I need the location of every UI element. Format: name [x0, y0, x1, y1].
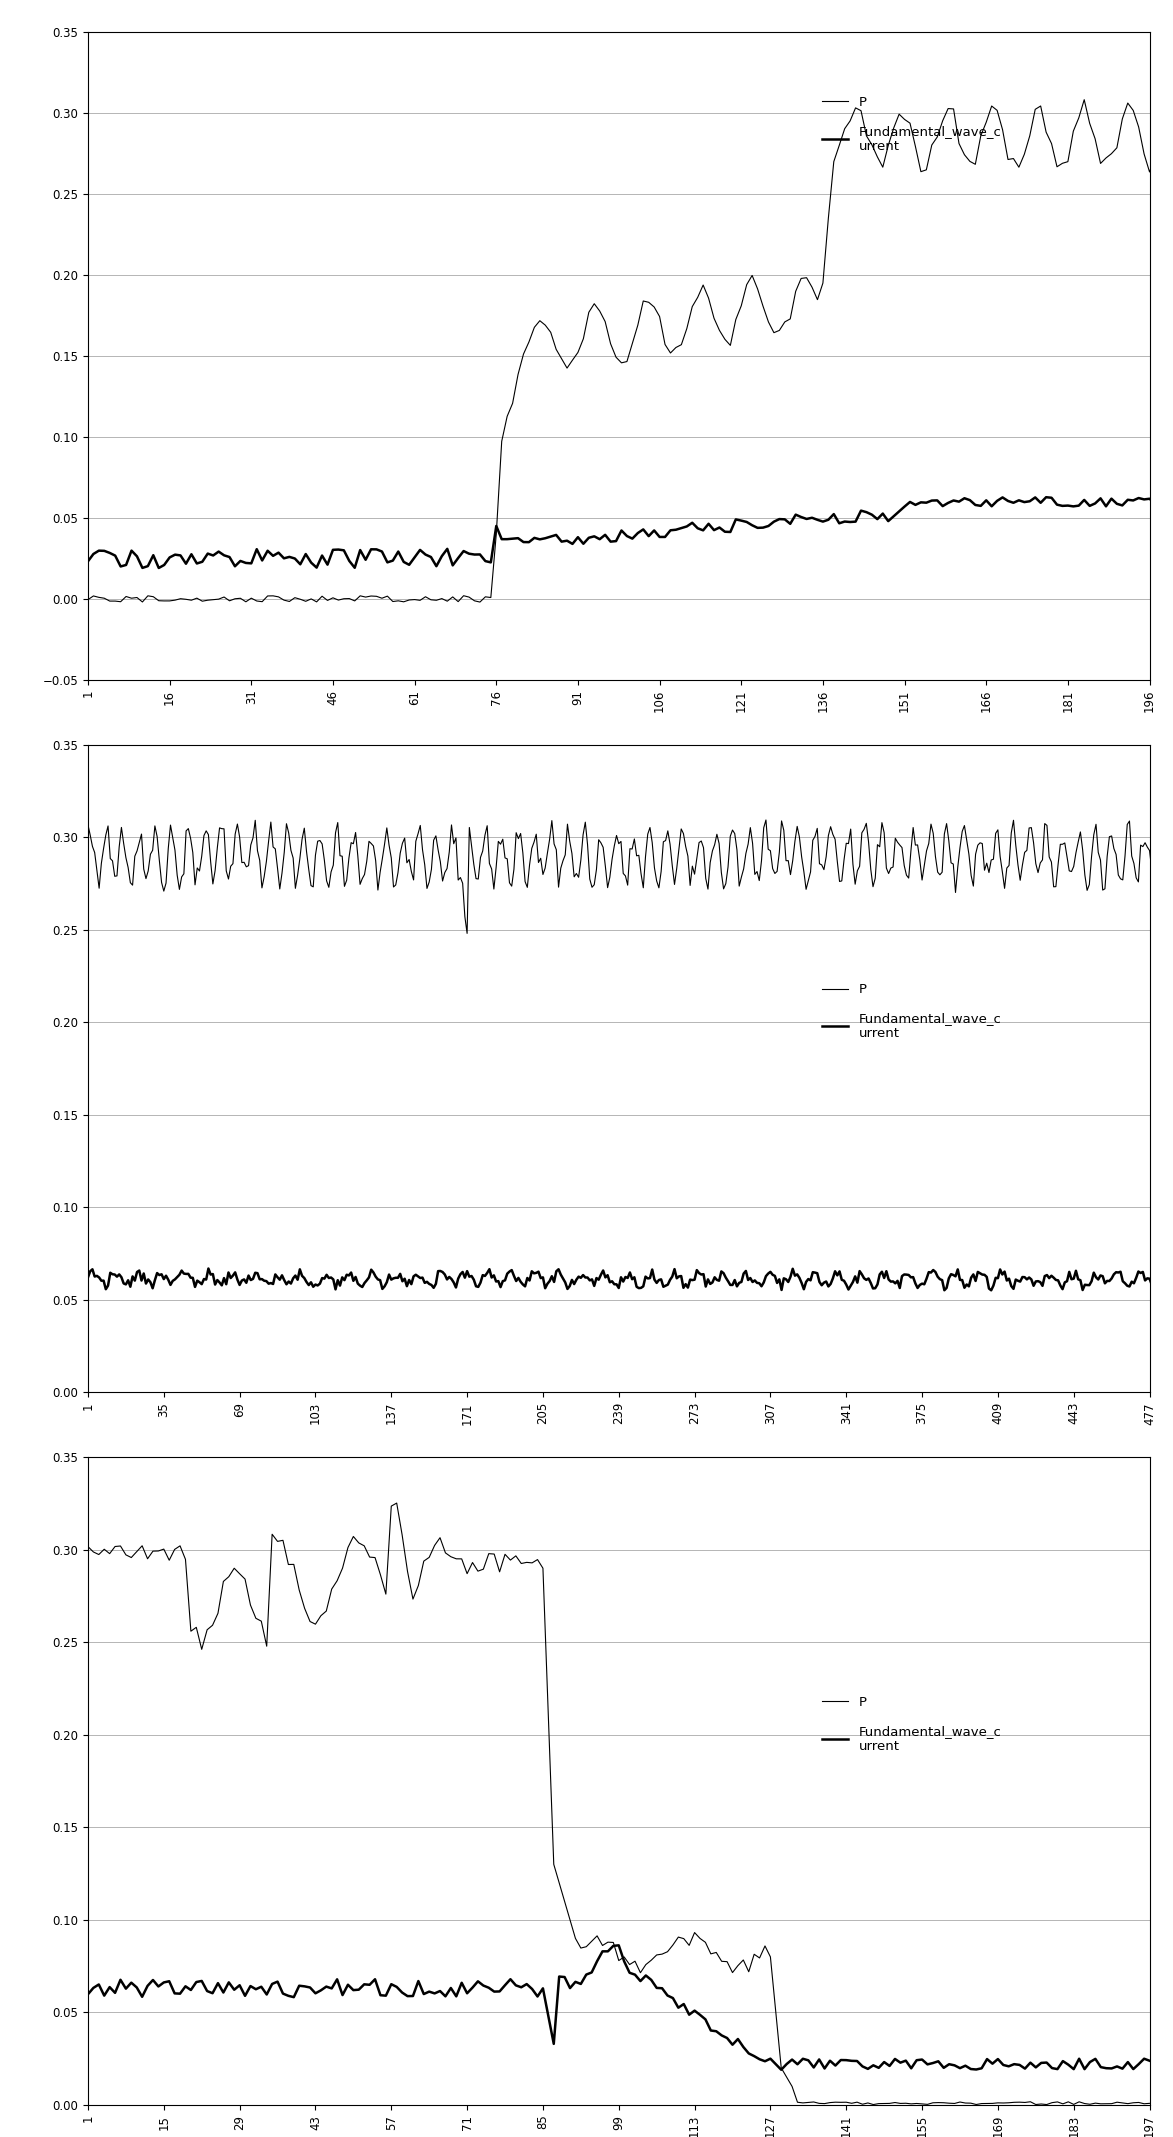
Legend: P, Fundamental_wave_c
urrent: P, Fundamental_wave_c urrent — [816, 979, 1006, 1045]
Legend: P, Fundamental_wave_c
urrent: P, Fundamental_wave_c urrent — [816, 90, 1006, 158]
Legend: P, Fundamental_wave_c
urrent: P, Fundamental_wave_c urrent — [816, 1690, 1006, 1759]
